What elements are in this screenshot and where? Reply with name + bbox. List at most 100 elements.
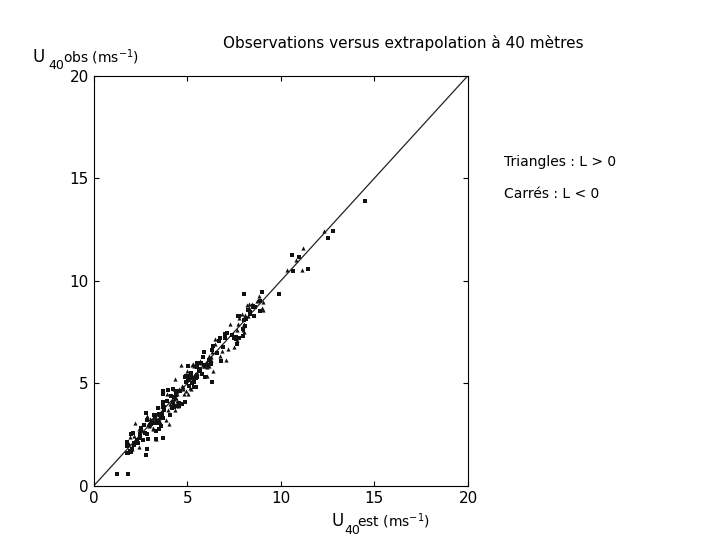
Point xyxy=(140,451,151,460)
Point xyxy=(141,430,153,438)
Point xyxy=(198,362,210,370)
Point xyxy=(192,359,203,367)
Point xyxy=(150,414,161,422)
Point xyxy=(134,434,145,443)
Point xyxy=(148,414,159,422)
Point xyxy=(238,316,250,325)
Point xyxy=(176,361,187,369)
Point xyxy=(157,397,168,406)
Point xyxy=(184,383,196,392)
Point xyxy=(172,400,184,409)
Point xyxy=(322,233,333,242)
Point xyxy=(139,429,150,437)
Point xyxy=(151,418,163,427)
Point xyxy=(206,378,217,387)
Point xyxy=(185,374,197,382)
Point xyxy=(168,394,180,403)
Point xyxy=(191,372,202,381)
Point xyxy=(273,289,284,298)
Point xyxy=(250,302,261,311)
Point xyxy=(240,315,252,323)
Point xyxy=(181,377,192,386)
Point xyxy=(133,424,145,433)
Point xyxy=(154,410,166,419)
Point xyxy=(181,367,193,376)
Point xyxy=(176,400,188,408)
Point xyxy=(197,369,208,378)
Point xyxy=(246,300,258,308)
Point xyxy=(188,377,199,386)
Point xyxy=(202,361,214,369)
Point xyxy=(156,401,168,410)
Point xyxy=(254,307,266,316)
Point xyxy=(196,359,207,368)
Point xyxy=(217,343,229,352)
Point xyxy=(143,421,154,430)
Point xyxy=(150,418,161,427)
Point xyxy=(187,360,199,369)
Point xyxy=(168,385,180,394)
Point xyxy=(131,436,143,445)
Point xyxy=(156,410,168,419)
Point xyxy=(111,469,122,478)
Point xyxy=(222,345,234,353)
Point xyxy=(157,434,168,443)
Point xyxy=(182,390,194,399)
Point xyxy=(190,374,202,382)
Point xyxy=(153,410,165,418)
Point xyxy=(132,438,144,447)
Point xyxy=(206,355,217,364)
Point xyxy=(155,422,166,431)
Point xyxy=(286,251,297,259)
Point xyxy=(194,367,205,376)
Point xyxy=(150,427,162,435)
Point xyxy=(318,226,330,235)
Point xyxy=(167,398,179,407)
Point xyxy=(150,435,161,443)
Point xyxy=(237,332,248,341)
Point xyxy=(158,406,170,414)
Point xyxy=(231,326,243,334)
Point xyxy=(191,363,202,372)
Point xyxy=(296,265,307,274)
Point xyxy=(160,416,171,425)
Point xyxy=(129,441,140,449)
Point xyxy=(198,361,210,369)
Point xyxy=(232,312,243,320)
Point xyxy=(170,394,181,402)
Point xyxy=(237,325,248,333)
Point xyxy=(189,362,200,371)
Point xyxy=(147,424,158,433)
Point xyxy=(158,402,170,411)
Point xyxy=(158,400,169,408)
Point xyxy=(227,331,238,340)
Text: obs (ms$^{-1}$): obs (ms$^{-1}$) xyxy=(63,47,139,66)
Point xyxy=(215,352,226,360)
Point xyxy=(122,438,133,447)
Point xyxy=(156,409,167,418)
Point xyxy=(230,333,241,342)
Point xyxy=(182,376,194,384)
Point xyxy=(142,411,153,420)
Point xyxy=(231,340,243,348)
Point xyxy=(297,244,309,252)
Point xyxy=(128,431,140,440)
Point xyxy=(169,406,181,415)
Point xyxy=(178,383,189,391)
Point xyxy=(168,402,180,411)
Point xyxy=(158,414,169,422)
Point xyxy=(135,423,146,431)
Point xyxy=(170,375,181,383)
Point xyxy=(165,411,176,420)
Point xyxy=(230,332,241,341)
Point xyxy=(241,301,253,310)
Text: Observations versus extrapolation à 40 mètres: Observations versus extrapolation à 40 m… xyxy=(223,35,583,51)
Point xyxy=(157,403,168,411)
Point xyxy=(135,426,147,435)
Point xyxy=(217,347,228,356)
Point xyxy=(125,430,137,438)
Point xyxy=(174,384,185,393)
Text: Carrés : L < 0: Carrés : L < 0 xyxy=(504,187,599,201)
Point xyxy=(150,435,161,443)
Point xyxy=(243,300,255,309)
